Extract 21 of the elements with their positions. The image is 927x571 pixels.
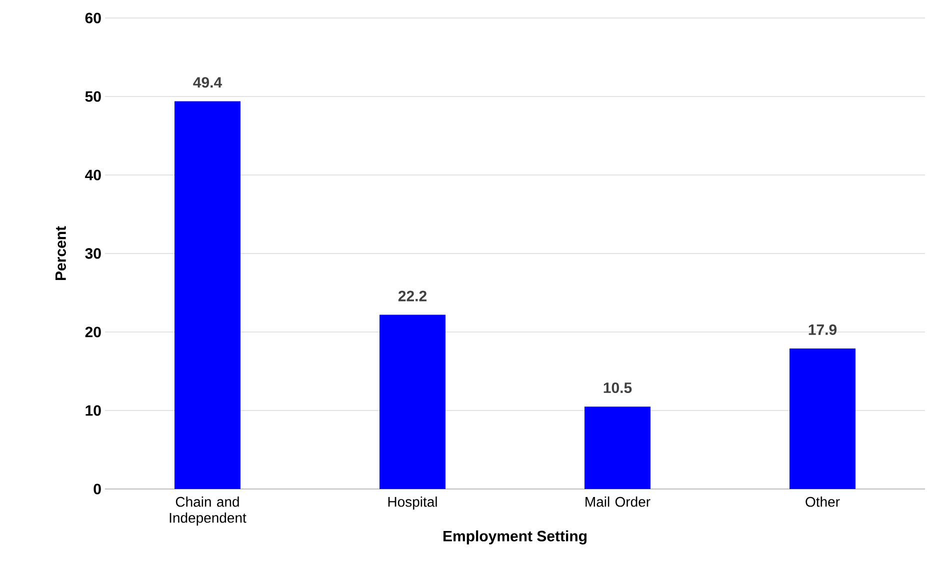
bar: [584, 406, 651, 489]
bar: [174, 101, 240, 489]
x-tick-label: Other: [806, 496, 840, 507]
x-axis-title: Employment Setting: [443, 530, 586, 544]
data-label: 22.2: [398, 290, 426, 302]
y-tick-label: 0: [94, 484, 101, 494]
x-tick-label: Mail Order: [586, 496, 650, 507]
data-label: 10.5: [604, 382, 632, 394]
y-tick-label: 60: [85, 12, 101, 24]
y-tick-label: 30: [85, 248, 101, 259]
y-tick-label: 40: [85, 170, 101, 180]
y-tick-label: 10: [86, 405, 101, 416]
x-tick-label: Chain and Independent: [170, 496, 246, 526]
bar: [790, 348, 856, 489]
data-label: 49.4: [193, 77, 222, 88]
y-tick-label: 20: [85, 326, 101, 338]
x-tick-label: Hospital: [388, 496, 437, 510]
bar: [380, 314, 446, 489]
y-axis-title: Percent: [55, 226, 66, 280]
data-label: 17.9: [808, 324, 837, 335]
y-tick-label: 50: [85, 91, 101, 102]
